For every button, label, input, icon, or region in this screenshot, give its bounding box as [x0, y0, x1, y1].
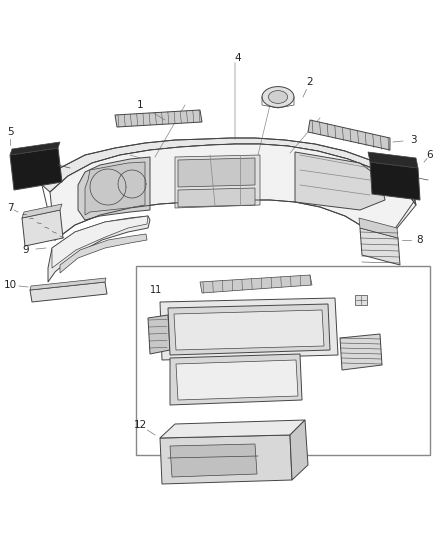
Text: 2: 2 — [307, 77, 313, 87]
Polygon shape — [22, 210, 63, 246]
Text: 6: 6 — [427, 150, 433, 160]
Text: 8: 8 — [417, 235, 423, 245]
Polygon shape — [10, 148, 62, 190]
Text: 9: 9 — [23, 245, 29, 255]
Polygon shape — [175, 155, 260, 208]
Ellipse shape — [268, 91, 288, 103]
Polygon shape — [360, 228, 400, 265]
Polygon shape — [50, 144, 416, 243]
Text: 10: 10 — [4, 280, 17, 290]
FancyBboxPatch shape — [355, 295, 367, 305]
Polygon shape — [340, 334, 382, 370]
Polygon shape — [42, 138, 416, 205]
Polygon shape — [308, 120, 390, 150]
Polygon shape — [160, 435, 292, 484]
Polygon shape — [178, 188, 255, 207]
Text: 3: 3 — [410, 135, 416, 145]
Polygon shape — [359, 218, 398, 238]
Polygon shape — [30, 282, 107, 302]
Text: 4: 4 — [235, 53, 241, 63]
Polygon shape — [160, 298, 338, 360]
Text: 1: 1 — [137, 100, 143, 110]
Polygon shape — [295, 152, 385, 210]
Polygon shape — [370, 162, 420, 200]
Polygon shape — [200, 275, 312, 293]
Polygon shape — [60, 234, 147, 273]
FancyBboxPatch shape — [136, 266, 430, 455]
Polygon shape — [148, 315, 170, 354]
Polygon shape — [170, 354, 302, 405]
Polygon shape — [78, 157, 150, 220]
Polygon shape — [30, 278, 106, 290]
Polygon shape — [176, 360, 298, 400]
Text: 11: 11 — [150, 285, 162, 295]
Polygon shape — [168, 304, 330, 355]
Polygon shape — [170, 444, 257, 477]
Text: 7: 7 — [7, 203, 13, 213]
Text: 12: 12 — [134, 420, 147, 430]
Polygon shape — [52, 216, 148, 268]
Polygon shape — [290, 420, 308, 480]
Ellipse shape — [262, 86, 294, 108]
Polygon shape — [85, 162, 145, 215]
Polygon shape — [368, 152, 418, 168]
Polygon shape — [48, 216, 150, 282]
Polygon shape — [10, 142, 60, 155]
Polygon shape — [22, 204, 62, 218]
Text: 5: 5 — [7, 127, 13, 137]
Polygon shape — [174, 310, 324, 350]
Polygon shape — [160, 420, 305, 438]
Polygon shape — [115, 110, 202, 127]
Polygon shape — [178, 158, 255, 187]
